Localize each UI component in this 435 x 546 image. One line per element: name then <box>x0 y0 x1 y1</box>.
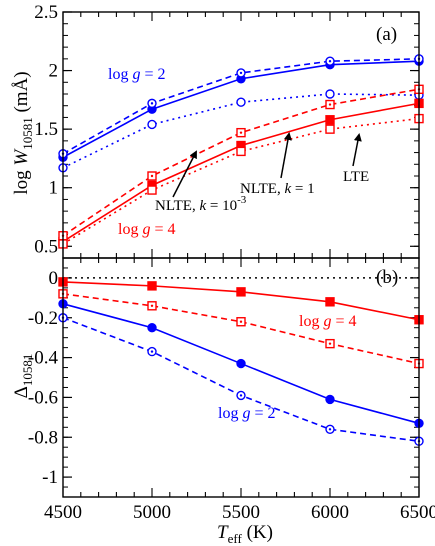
panel-a-logg4-label: log g = 4 <box>118 221 175 238</box>
data-point-logg4-dotted <box>236 146 246 157</box>
y-tick-label: -0.2 <box>28 308 58 329</box>
data-point-center-dot <box>328 428 332 431</box>
panel-b: 0 -0.2 -0.4 -0.6 -0.8 -1 4500 5000 5500 6000 6500 <box>28 257 435 523</box>
panel-a-logg2-label: log g = 2 <box>108 66 165 83</box>
annotation-text-part: = 1 <box>291 181 314 197</box>
data-point-center-dot <box>239 71 243 75</box>
ylabel-a-subscript: 10581 <box>20 117 35 150</box>
annotation-text-part: log <box>218 405 242 422</box>
series-line-logg2-dashed <box>62 317 420 443</box>
annotation-text-part: k <box>284 181 291 197</box>
xlabel-symbol: T <box>217 522 229 543</box>
x-tick-label: 6500 <box>400 502 435 523</box>
annotation-text-part: LTE <box>343 169 369 185</box>
annotation-text-part: (b) <box>376 267 398 288</box>
annotation-text-part: log <box>118 221 142 238</box>
annotation-text-part: g <box>142 221 150 238</box>
panel-b-logg2-label: log g = 2 <box>218 405 275 422</box>
data-point-center-dot <box>150 304 154 307</box>
data-point-logg4-solid <box>325 115 335 125</box>
ylabel-b-symbol: Δ <box>11 386 32 398</box>
annotation-text-part: = 4 <box>150 221 175 238</box>
panel-b-logg4-label: log g = 4 <box>299 313 356 330</box>
data-point-logg4-solid <box>147 281 157 291</box>
data-point-center-dot <box>239 131 243 134</box>
annotation-text-part: = 10 <box>206 198 237 214</box>
annotation-text-part: (a) <box>376 24 397 45</box>
annotation-text-part: g <box>323 313 331 330</box>
x-axis-title: Teff (K) <box>217 522 273 546</box>
y-tick-label: 1 <box>49 178 59 199</box>
data-point-logg2-dotted <box>147 119 157 130</box>
panel-a-label: (a) <box>376 24 397 45</box>
data-point-logg4-solid <box>236 287 246 297</box>
data-point-logg4-dotted <box>147 185 157 195</box>
annotation-superscript: -3 <box>237 194 247 206</box>
ylabel-a-symbol: W <box>11 148 32 166</box>
annotation-text-part: = 2 <box>140 66 165 83</box>
ylabel-a-unit: (mÅ) <box>11 71 32 117</box>
data-point-logg4-solid <box>325 297 335 307</box>
annotations: (a) (b) log g = 2 log g = 4 NLTE, k = 10… <box>108 24 398 422</box>
series-line-logg2-dashed <box>62 58 420 155</box>
data-point-logg4-dotted <box>325 124 335 134</box>
data-point-center-dot <box>239 320 243 323</box>
data-point-center-dot <box>150 350 154 353</box>
ylabel-b-subscript: 10581 <box>20 354 35 387</box>
y-tick-label: 0.5 <box>34 236 58 257</box>
data-point-logg2-dotted <box>325 89 335 99</box>
arrow-nlte-k1 <box>280 132 292 179</box>
arrow-lte <box>352 133 362 167</box>
x-tick-label: 5000 <box>133 502 171 523</box>
y-tick-label: -0.8 <box>28 427 58 448</box>
y-tick-label: 1.5 <box>34 119 58 140</box>
data-point-center-dot <box>150 174 154 178</box>
x-tick-label: 6000 <box>311 502 349 523</box>
series-line-logg4-dashed <box>62 88 420 237</box>
y-tick-label: -1 <box>42 467 58 488</box>
series-line-logg4-dashed <box>62 293 420 365</box>
annotation-text-part: g <box>242 405 250 422</box>
data-point-center-dot <box>328 103 332 106</box>
data-point-center-dot <box>150 102 154 105</box>
annotation-text-part: = 4 <box>331 313 356 330</box>
panel-b-label: (b) <box>376 267 398 288</box>
data-point-logg2-solid <box>236 358 246 369</box>
arrow-nlte-k-small <box>172 150 197 198</box>
annotation-text-part: = 2 <box>250 405 275 422</box>
panel-frame <box>62 257 420 498</box>
xlabel-unit: (K) <box>242 522 273 543</box>
panel-a-y-axis-title: log W10581 (mÅ) <box>11 71 35 194</box>
annotation-text-part: k <box>199 198 206 214</box>
panel-a: 0.5 1 1.5 2 2.5 <box>34 2 424 259</box>
annotation-text-part: log <box>299 313 323 330</box>
annotation-nlte-k-small: NLTE, k = 10-3 <box>155 194 247 214</box>
x-tick-label: 5500 <box>222 502 260 523</box>
data-point-center-dot <box>328 342 332 345</box>
panel-b-y-axis-title: Δ10581 <box>11 354 35 399</box>
annotation-text-part: NLTE, <box>155 198 199 214</box>
annotation-text-part: g <box>132 66 140 83</box>
y-tick-label: 0 <box>49 268 59 289</box>
data-point-logg2-dotted <box>236 97 246 107</box>
plot-area: 0.5 1 1.5 2 2.5 0 -0.2 -0.4 -0.6 -0.8 -1 4500 5000 55… <box>28 2 435 523</box>
data-point-logg2-solid <box>325 394 335 405</box>
annotation-lte: LTE <box>343 169 369 185</box>
annotation-nlte-k1: NLTE, k = 1 <box>240 181 315 197</box>
ylabel-a-prefix: log <box>11 166 32 195</box>
x-tick-label: 4500 <box>44 502 82 523</box>
data-point-center-dot <box>239 394 243 397</box>
xlabel-subscript: eff <box>228 531 243 546</box>
annotation-text-part: NLTE, <box>240 181 284 197</box>
data-point-logg2-solid <box>147 323 157 333</box>
annotation-text-part: log <box>108 66 132 83</box>
y-tick-label: -0.4 <box>28 348 59 369</box>
y-tick-label: -0.6 <box>28 387 58 408</box>
y-tick-label: 2 <box>49 61 59 82</box>
y-tick-label: 2.5 <box>34 2 58 23</box>
data-point-center-dot <box>328 60 332 63</box>
